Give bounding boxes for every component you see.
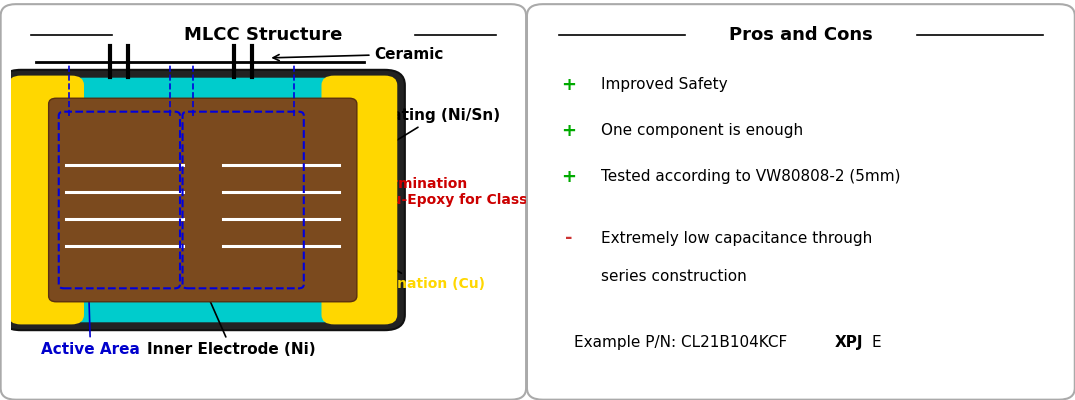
Text: Inner Electrode (Ni): Inner Electrode (Ni) (147, 231, 316, 357)
Text: Plating (Ni/Sn): Plating (Ni/Sn) (374, 108, 500, 152)
FancyBboxPatch shape (1, 4, 526, 400)
Text: +: + (561, 168, 576, 186)
FancyBboxPatch shape (527, 4, 1075, 400)
Text: Extremely low capacitance through: Extremely low capacitance through (601, 231, 872, 246)
Text: series construction: series construction (601, 269, 746, 284)
FancyBboxPatch shape (48, 98, 357, 302)
Text: MLCC Structure: MLCC Structure (184, 26, 343, 44)
Text: +: + (561, 122, 576, 140)
FancyBboxPatch shape (321, 76, 398, 324)
Text: XPJ: XPJ (835, 334, 863, 350)
FancyBboxPatch shape (1, 70, 405, 330)
Text: Termination
(Cu-Epoxy for Class II): Termination (Cu-Epoxy for Class II) (357, 177, 548, 208)
FancyBboxPatch shape (13, 78, 392, 322)
Text: Termination (Cu): Termination (Cu) (355, 256, 485, 292)
Text: Pros and Cons: Pros and Cons (729, 26, 873, 44)
Text: +: + (561, 76, 576, 94)
Text: One component is enough: One component is enough (601, 123, 803, 138)
Text: Example P/N: CL21B104KCF: Example P/N: CL21B104KCF (574, 334, 788, 350)
Text: E: E (872, 334, 881, 350)
Text: Tested according to VW80808-2 (5mm): Tested according to VW80808-2 (5mm) (601, 170, 900, 184)
Text: -: - (565, 229, 573, 247)
FancyBboxPatch shape (9, 76, 84, 324)
Text: Active Area: Active Area (41, 224, 140, 357)
Text: Ceramic: Ceramic (273, 46, 444, 62)
Text: Improved Safety: Improved Safety (601, 77, 728, 92)
